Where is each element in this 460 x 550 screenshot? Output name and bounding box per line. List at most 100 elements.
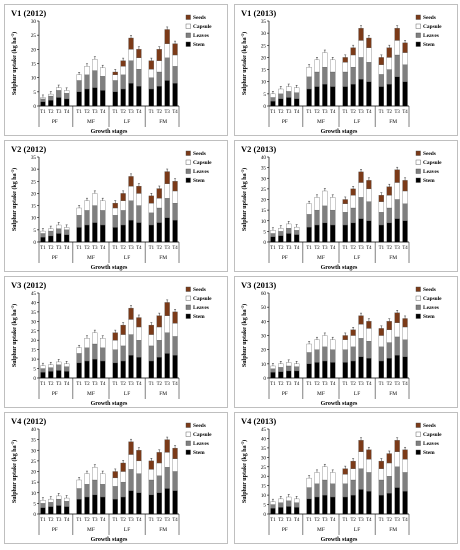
bar-leaves (270, 233, 276, 237)
bar-stem (48, 371, 54, 379)
chart-title: V4 (2012) (11, 416, 47, 426)
y-tick-label: 5 (263, 503, 266, 509)
legend-swatch-capsule (185, 295, 191, 301)
y-axis-label-text: Sulphur uptake (kg ha (241, 445, 248, 503)
bar-capsule (366, 188, 372, 202)
bar-stem (306, 226, 312, 243)
bar-stem (84, 360, 90, 379)
bar-capsule (100, 200, 106, 211)
bar-stem (112, 362, 118, 379)
x-tick-label: T3 (322, 382, 328, 387)
bar-leaves (342, 212, 348, 226)
y-tick-label: 30 (261, 176, 267, 182)
bar-stem (128, 490, 134, 515)
bar-capsule (386, 57, 392, 70)
bar-stem (378, 360, 384, 379)
bar-seeds (128, 176, 134, 187)
bar-leaves (366, 341, 372, 359)
bar-capsule (136, 326, 142, 341)
bar-seeds (112, 332, 118, 341)
bar-stem (286, 370, 292, 379)
x-tick-label: T3 (394, 518, 400, 523)
bar-stem (64, 371, 70, 379)
legend-label: Leaves (423, 33, 439, 39)
bar-leaves (148, 345, 154, 362)
bar-capsule (172, 190, 178, 204)
bar-stem (386, 222, 392, 243)
bar-stem (394, 487, 400, 515)
bar-leaves (402, 203, 408, 221)
bar-capsule (164, 183, 170, 199)
bar-stem (136, 86, 142, 107)
chart-panel: V3 (2013) 0 10 20 30 40 50 60 Sulphur uptake (kg… (234, 276, 458, 408)
y-axis-label: Sulphur uptake (kg ha-1) (10, 32, 19, 95)
bar-leaves (322, 346, 328, 362)
bar-capsule (164, 315, 170, 333)
y-axis-label-end: ) (241, 304, 248, 306)
legend-label: Leaves (193, 33, 209, 39)
bar-capsule (64, 90, 70, 94)
bar-capsule (330, 59, 336, 73)
bar-stem (322, 222, 328, 243)
y-axis-label-end: ) (241, 168, 248, 170)
bar-leaves (286, 500, 292, 507)
x-tick-label: T4 (64, 110, 70, 115)
x-tick-label: T3 (92, 382, 98, 387)
legend-swatch-capsule (415, 295, 421, 301)
bar-seeds (128, 37, 134, 50)
bar-seeds (402, 180, 408, 192)
bar-leaves (402, 472, 408, 492)
stage-label: FM (389, 119, 397, 125)
bar-capsule (394, 182, 400, 200)
x-tick-label: T2 (120, 382, 126, 387)
bar-capsule (294, 363, 300, 367)
bar-leaves (100, 484, 106, 498)
bar-capsule (330, 472, 336, 484)
y-tick-label: 0 (33, 240, 36, 246)
y-tick-label: 10 (31, 357, 37, 363)
bar-leaves (172, 202, 178, 221)
x-tick-label: T3 (358, 518, 364, 523)
bar-stem (56, 97, 62, 107)
y-tick-label: 30 (31, 319, 37, 325)
legend-swatch-seeds (185, 150, 191, 156)
bar-leaves (286, 91, 292, 98)
y-tick-label: 25 (261, 187, 267, 193)
bar-capsule (278, 498, 284, 503)
bar-leaves (386, 207, 392, 224)
stage-label: LF (124, 527, 130, 533)
x-tick-label: T3 (92, 110, 98, 115)
legend-swatch-leaves (415, 32, 421, 38)
bar-seeds (394, 440, 400, 452)
y-tick-label: 45 (261, 427, 267, 433)
y-axis-label-sup: -1 (240, 306, 245, 310)
y-tick-label: 40 (31, 300, 37, 306)
stage-label: PF (282, 391, 288, 397)
x-tick-label: T2 (278, 518, 284, 523)
bar-capsule (64, 227, 70, 231)
x-tick-label: T3 (92, 246, 98, 251)
bar-capsule (358, 324, 364, 339)
bar-capsule (128, 185, 134, 201)
bar-seeds (136, 49, 142, 58)
bar-stem (100, 90, 106, 107)
legend-swatch-leaves (185, 304, 191, 310)
bar-capsule (378, 64, 384, 75)
bar-stem (156, 86, 162, 107)
y-axis-label-end: ) (11, 440, 18, 442)
legend-label: Stem (193, 42, 205, 48)
bar-stem (40, 372, 46, 379)
x-tick-label: T2 (84, 382, 90, 387)
legend-swatch-seeds (185, 14, 191, 20)
x-tick-label: T2 (120, 518, 126, 523)
x-tick-label: T2 (278, 110, 284, 115)
y-tick-label: 30 (31, 167, 37, 173)
bar-stem (76, 498, 82, 515)
bar-capsule (40, 230, 46, 234)
bar-stem (84, 496, 90, 515)
x-tick-label: T4 (172, 382, 178, 387)
bar-stem (56, 233, 62, 243)
bar-stem (112, 91, 118, 107)
bar-capsule (322, 335, 328, 347)
